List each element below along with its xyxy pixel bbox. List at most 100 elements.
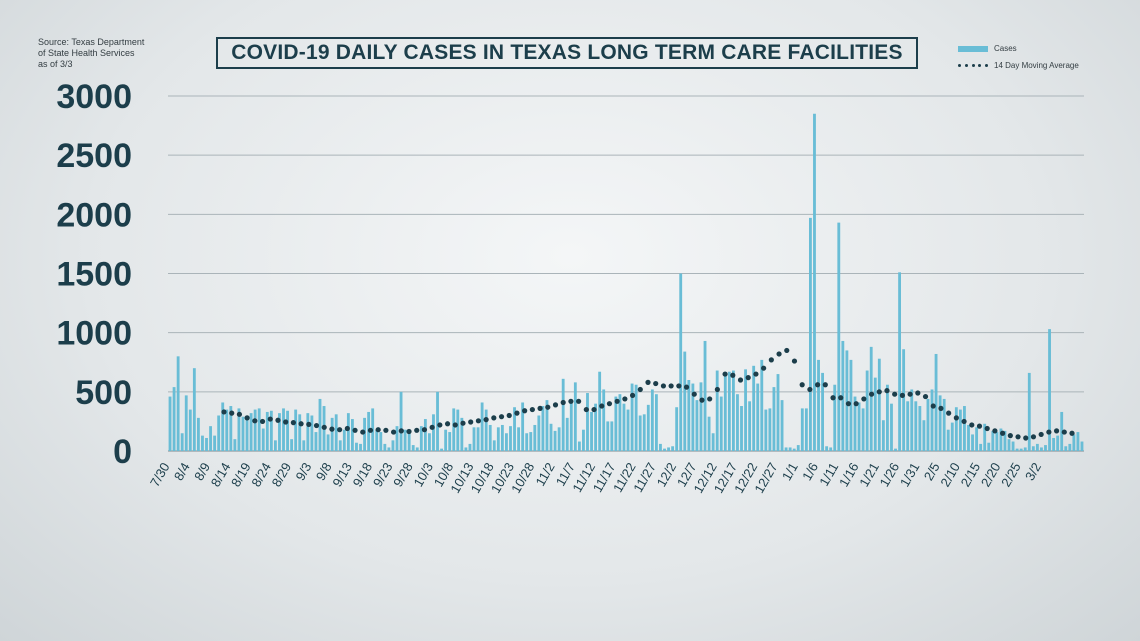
- bar: [772, 387, 776, 451]
- bar: [411, 445, 415, 451]
- bar: [958, 409, 962, 451]
- bar: [249, 413, 253, 451]
- bar: [245, 415, 249, 451]
- avg-point: [236, 411, 243, 417]
- bar: [886, 384, 889, 451]
- avg-point: [815, 382, 821, 388]
- avg-point: [606, 401, 613, 407]
- avg-point: [645, 379, 651, 385]
- avg-point: [884, 388, 890, 394]
- avg-point: [444, 421, 451, 427]
- bar: [792, 448, 796, 451]
- x-tick-label: 8/19: [228, 460, 254, 489]
- x-tick-label: 1/11: [816, 460, 841, 489]
- bar: [468, 443, 472, 451]
- bar: [298, 414, 302, 451]
- bar: [273, 440, 277, 451]
- avg-point: [522, 408, 528, 414]
- bar: [663, 448, 666, 451]
- bar: [906, 401, 910, 451]
- avg-point: [1000, 430, 1006, 436]
- avg-point: [290, 420, 296, 426]
- bar: [853, 396, 857, 451]
- avg-point: [653, 380, 659, 387]
- x-tick-label: 12/2: [654, 460, 680, 489]
- bar: [963, 406, 966, 451]
- avg-point: [367, 427, 374, 433]
- x-tick-label: 8/4: [171, 460, 193, 483]
- bar: [565, 417, 569, 451]
- x-tick-label: 2/15: [958, 460, 984, 489]
- bar: [561, 378, 565, 451]
- bar: [521, 402, 525, 451]
- avg-point: [1069, 430, 1075, 436]
- bar: [209, 426, 212, 451]
- bar: [330, 417, 334, 451]
- bar: [683, 351, 687, 451]
- bar: [1011, 441, 1015, 451]
- bar: [484, 409, 488, 451]
- avg-point: [1030, 434, 1037, 440]
- bar: [650, 389, 654, 451]
- avg-point: [1023, 435, 1029, 441]
- bar: [338, 440, 342, 451]
- avg-point: [1015, 434, 1021, 440]
- avg-point: [614, 398, 620, 404]
- bar: [590, 411, 593, 451]
- avg-point: [761, 365, 767, 371]
- bar: [841, 340, 845, 451]
- avg-point: [514, 410, 520, 416]
- bar: [675, 407, 679, 451]
- bar: [509, 426, 512, 451]
- bar: [744, 369, 747, 451]
- bar: [395, 426, 399, 451]
- bar: [825, 446, 829, 451]
- avg-point: [337, 427, 343, 433]
- x-tick-label: 1/26: [877, 460, 903, 489]
- bar: [999, 428, 1003, 451]
- avg-point: [799, 382, 805, 388]
- bar: [1044, 445, 1047, 451]
- avg-point: [984, 425, 990, 432]
- bar: [569, 401, 573, 451]
- bar: [1023, 447, 1027, 451]
- legend-label-cases: Cases: [994, 44, 1017, 53]
- avg-point: [807, 386, 813, 393]
- bar: [492, 440, 496, 451]
- bar: [213, 435, 217, 451]
- bar: [983, 423, 987, 451]
- avg-point: [822, 382, 828, 388]
- bar: [456, 409, 460, 451]
- bar: [602, 389, 606, 451]
- avg-point: [560, 399, 566, 406]
- source-note: Source: Texas Department of State Health…: [38, 37, 145, 69]
- avg-point: [768, 357, 774, 363]
- avg-point: [545, 404, 551, 410]
- avg-point: [776, 351, 782, 357]
- avg-point: [599, 403, 605, 409]
- bar: [756, 383, 760, 451]
- x-tick-label: 10/3: [410, 460, 436, 489]
- bar: [318, 398, 322, 451]
- avg-point: [298, 421, 304, 427]
- bar: [513, 407, 516, 451]
- bar: [188, 409, 192, 451]
- bar: [813, 113, 816, 451]
- bar: [942, 398, 946, 451]
- chart-title-box: COVID-19 DAILY CASES IN TEXAS LONG TERM …: [216, 37, 918, 69]
- bar: [184, 395, 188, 451]
- bar: [752, 365, 756, 451]
- bar: [399, 391, 403, 451]
- bar: [488, 424, 492, 451]
- x-tick-label: 11/2: [533, 460, 558, 489]
- avg-point: [568, 398, 574, 404]
- bar: [278, 413, 281, 451]
- bar: [1052, 437, 1056, 451]
- avg-point: [845, 401, 852, 407]
- avg-point: [552, 402, 559, 408]
- bar: [310, 415, 314, 451]
- avg-point: [283, 419, 289, 425]
- bar: [849, 359, 853, 451]
- avg-point: [229, 410, 235, 416]
- bar: [987, 442, 991, 451]
